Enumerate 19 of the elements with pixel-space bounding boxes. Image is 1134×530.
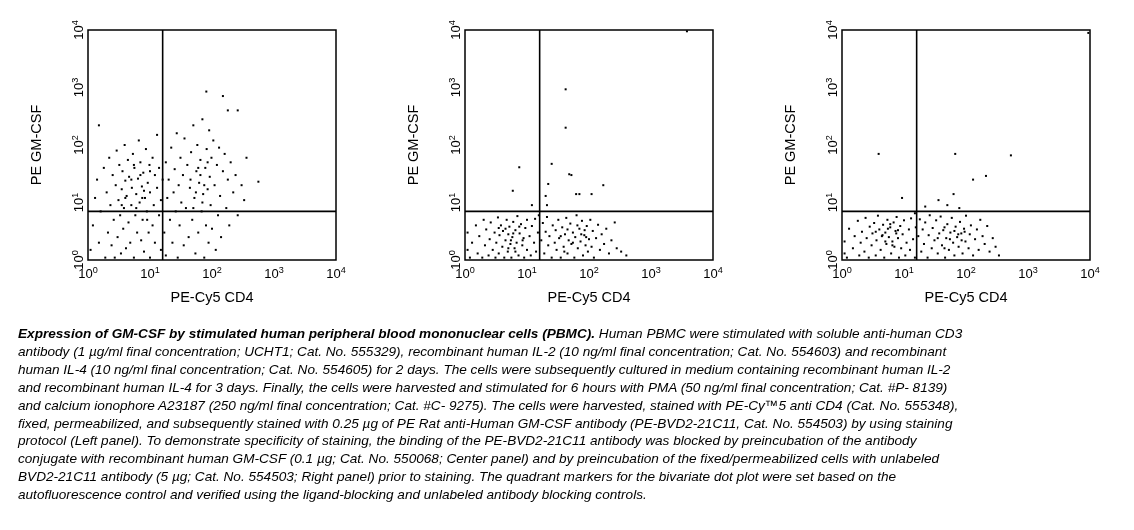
x-tick-label: 10$^{1}$: [140, 265, 160, 281]
x-tick-label: 10$^{1}$: [517, 265, 537, 281]
x-axis-title: PE-Cy5 CD4: [924, 289, 1008, 305]
x-tick-label: 10$^{3}$: [1018, 265, 1038, 281]
x-tick-label: 10$^{2}$: [579, 265, 599, 281]
x-tick-label: 10$^{3}$: [641, 265, 661, 281]
x-axis-title: PE-Cy5 CD4: [547, 289, 631, 305]
x-axis-title: PE-Cy5 CD4: [170, 289, 254, 305]
y-axis-title: PE GM-CSF: [405, 104, 421, 186]
y-axis-title: PE GM-CSF: [782, 104, 798, 186]
x-tick-label: 10$^{4}$: [703, 265, 723, 281]
y-axis-title: PE GM-CSF: [28, 104, 44, 186]
text: Expression of GM-CSF by stimulated human peripheral blood mononuclear cells (PBMC).: [18, 326, 596, 341]
x-tick-label: 10$^{3}$: [264, 265, 284, 281]
x-tick-label: 10$^{4}$: [1080, 265, 1100, 281]
x-tick-label: 10$^{2}$: [202, 265, 222, 281]
x-tick-label: 10$^{4}$: [326, 265, 346, 281]
x-tick-label: 10$^{2}$: [956, 265, 976, 281]
x-tick-label: 10$^{1}$: [894, 265, 914, 281]
